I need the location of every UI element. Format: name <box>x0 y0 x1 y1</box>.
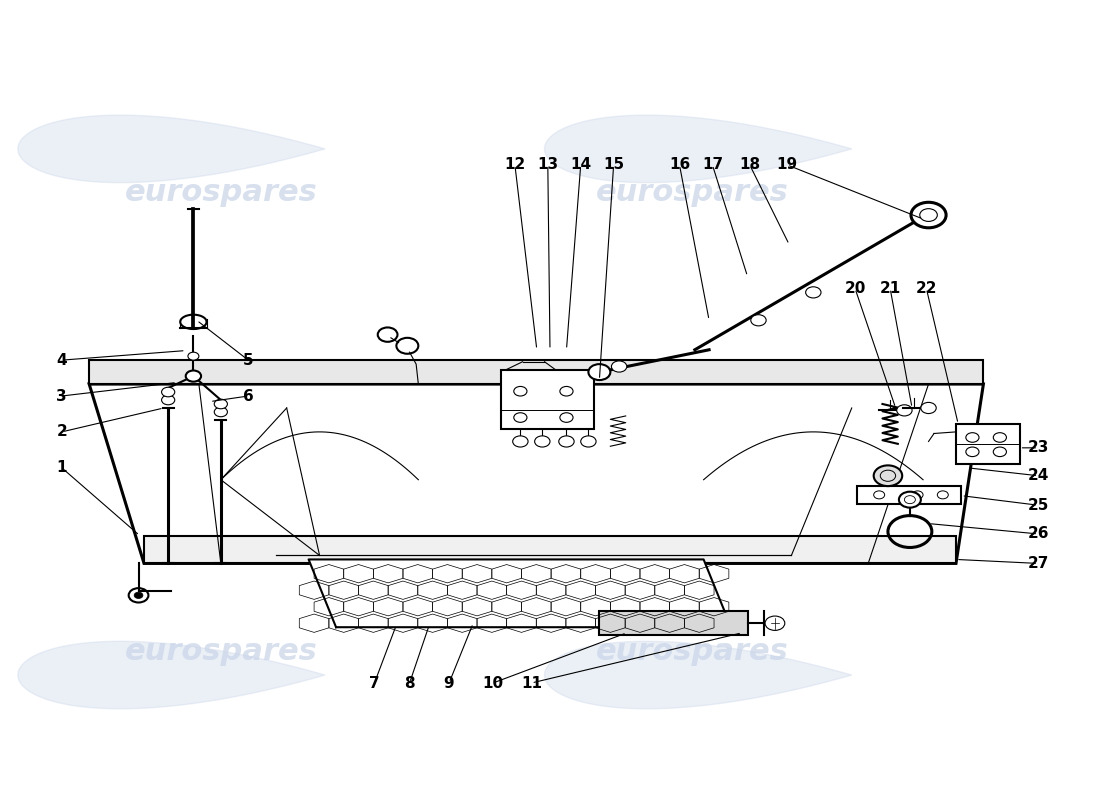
Text: 16: 16 <box>669 158 690 172</box>
Text: 26: 26 <box>1027 526 1049 542</box>
Circle shape <box>581 436 596 447</box>
Circle shape <box>899 492 921 508</box>
Text: 6: 6 <box>243 389 254 403</box>
Text: 11: 11 <box>520 675 542 690</box>
Text: 15: 15 <box>603 158 624 172</box>
Circle shape <box>873 466 902 486</box>
Text: 12: 12 <box>504 158 526 172</box>
Polygon shape <box>89 360 983 384</box>
Circle shape <box>162 395 175 405</box>
Text: 21: 21 <box>880 281 901 296</box>
Bar <box>956 424 1020 464</box>
Text: 24: 24 <box>1027 468 1049 483</box>
Polygon shape <box>144 535 956 563</box>
Circle shape <box>612 361 627 372</box>
Text: 8: 8 <box>404 675 415 690</box>
Circle shape <box>162 387 175 397</box>
Polygon shape <box>18 642 326 709</box>
FancyBboxPatch shape <box>500 370 594 430</box>
Text: 7: 7 <box>370 675 379 690</box>
Text: eurospares: eurospares <box>124 637 317 666</box>
Text: eurospares: eurospares <box>596 637 789 666</box>
Polygon shape <box>544 115 851 182</box>
Circle shape <box>751 314 767 326</box>
Polygon shape <box>544 642 851 709</box>
Text: 4: 4 <box>56 353 67 368</box>
Circle shape <box>559 436 574 447</box>
Text: 27: 27 <box>1027 556 1049 571</box>
Circle shape <box>535 436 550 447</box>
Circle shape <box>896 405 912 416</box>
Polygon shape <box>89 384 983 563</box>
Text: 10: 10 <box>483 675 504 690</box>
Circle shape <box>911 202 946 228</box>
Bar <box>857 486 961 504</box>
Text: 18: 18 <box>739 158 760 172</box>
Circle shape <box>188 352 199 360</box>
Text: 25: 25 <box>1027 498 1049 513</box>
Circle shape <box>588 364 610 380</box>
Polygon shape <box>18 115 326 182</box>
Text: 9: 9 <box>443 675 454 690</box>
Text: eurospares: eurospares <box>124 178 317 207</box>
Circle shape <box>921 402 936 414</box>
Text: 19: 19 <box>777 158 797 172</box>
Text: eurospares: eurospares <box>596 178 789 207</box>
Text: 23: 23 <box>1027 440 1049 455</box>
Bar <box>600 611 748 635</box>
Text: 3: 3 <box>56 389 67 403</box>
Circle shape <box>513 436 528 447</box>
Text: 13: 13 <box>537 158 559 172</box>
Text: 2: 2 <box>56 424 67 439</box>
Circle shape <box>214 407 228 417</box>
Circle shape <box>214 399 228 409</box>
Circle shape <box>186 370 201 382</box>
Text: 5: 5 <box>243 353 254 368</box>
Circle shape <box>134 592 143 598</box>
Polygon shape <box>309 559 732 627</box>
Text: 14: 14 <box>570 158 592 172</box>
Text: 22: 22 <box>915 281 937 296</box>
Text: 1: 1 <box>56 460 67 475</box>
Text: 17: 17 <box>702 158 723 172</box>
Circle shape <box>805 286 821 298</box>
Text: 20: 20 <box>845 281 866 296</box>
